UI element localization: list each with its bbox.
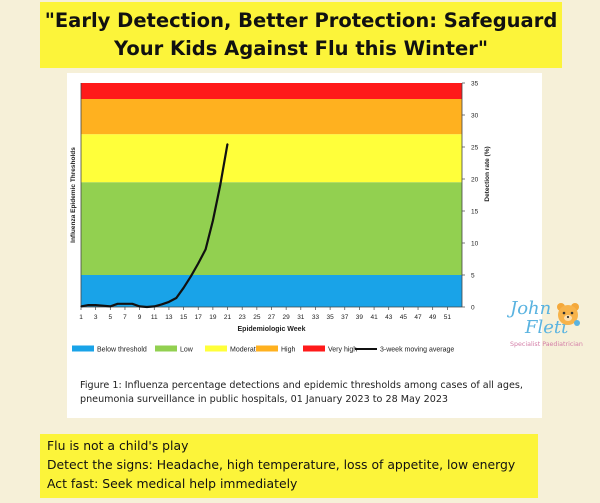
data-point — [219, 184, 221, 186]
x-tick-label: 39 — [356, 314, 364, 321]
y-tick-label: 10 — [471, 241, 479, 248]
x-axis-label: Epidemiologic Week — [238, 326, 306, 333]
data-point — [146, 306, 148, 308]
x-tick-label: 51 — [444, 314, 452, 321]
data-point — [168, 301, 170, 303]
x-tick-label: 5 — [108, 314, 112, 321]
headline-line-1: "Early Detection, Better Protection: Saf… — [44, 9, 558, 32]
x-tick-label: 47 — [414, 314, 422, 321]
advice-banner: Flu is not a child's play Detect the sig… — [40, 434, 538, 498]
x-tick-label: 9 — [138, 314, 142, 321]
data-point — [139, 305, 141, 307]
y-tick-label: 35 — [471, 81, 479, 88]
x-tick-label: 23 — [239, 314, 247, 321]
data-point — [204, 248, 207, 250]
x-tick-label: 1 — [79, 314, 83, 321]
legend-swatch — [72, 345, 94, 352]
legend-swatch — [155, 345, 177, 352]
figure-caption: Figure 1: Influenza percentage detection… — [80, 379, 535, 407]
x-tick-label: 45 — [400, 314, 408, 321]
data-point — [117, 303, 119, 305]
x-tick-label: 11 — [151, 314, 158, 321]
legend-label: High — [281, 347, 296, 354]
advice-line-3: Act fast: Seek medical help immediately — [47, 476, 298, 491]
john-flett-logo: John Flett Specialist Paediatrician — [503, 298, 595, 378]
y-tick-label: 30 — [471, 113, 479, 120]
logo-subtitle: Specialist Paediatrician — [510, 341, 583, 348]
data-point — [175, 297, 177, 299]
data-point — [95, 304, 97, 306]
x-tick-label: 33 — [312, 314, 320, 321]
x-tick-label: 15 — [180, 314, 188, 321]
x-tick-label: 43 — [385, 314, 393, 321]
threshold-band-moderate — [81, 134, 462, 183]
threshold-band-below-threshold — [81, 275, 462, 307]
caption-line-2: pneumonia surveillance in public hospita… — [80, 394, 449, 405]
legend-swatch — [256, 345, 278, 352]
x-tick-label: 7 — [123, 314, 127, 321]
data-point — [190, 275, 192, 277]
data-point — [87, 304, 89, 306]
data-point — [153, 305, 155, 307]
x-tick-label: 29 — [283, 314, 291, 321]
x-tick-label: 49 — [429, 314, 437, 321]
advice-line-2: Detect the signs: Headache, high tempera… — [47, 457, 516, 472]
legend-label: 3-week moving average — [380, 347, 454, 354]
threshold-band-very-high — [81, 83, 462, 99]
legend-label: Low — [180, 347, 194, 354]
x-tick-label: 13 — [165, 314, 173, 321]
headline-line-2: Your Kids Against Flu this Winter" — [113, 37, 488, 60]
x-tick-label: 35 — [326, 314, 334, 321]
data-point — [109, 305, 111, 307]
legend-swatch — [303, 345, 325, 352]
advice-line-1: Flu is not a child's play — [47, 438, 189, 453]
y-tick-label: 25 — [471, 145, 479, 152]
x-tick-label: 41 — [370, 314, 378, 321]
x-tick-label: 17 — [195, 314, 203, 321]
logo-last-name: Flett — [525, 317, 569, 338]
chart-card: 0 5 10 15 20 25 30 35 1 3 5 7 9 11 13 15 17 19 21 23 25 27 29 3… — [67, 73, 542, 418]
x-tick-label: 3 — [94, 314, 98, 321]
x-tick-label: 31 — [297, 314, 305, 321]
legend-label: Below threshold — [97, 347, 147, 354]
x-tick-label: 19 — [209, 314, 217, 321]
teddy-bear-icon — [557, 303, 580, 326]
legend-label: Very high — [328, 347, 357, 354]
data-point — [80, 305, 82, 307]
y-tick-label: 5 — [471, 273, 475, 280]
x-tick-label: 27 — [268, 314, 276, 321]
data-point — [226, 143, 229, 145]
y-axis-label-left: Influenza Epidemic Thresholds — [70, 147, 77, 243]
data-point — [102, 305, 104, 307]
y-tick-label: 0 — [471, 305, 475, 312]
x-tick-label: 21 — [224, 314, 232, 321]
caption-line-1: Figure 1: Influenza percentage detection… — [80, 380, 523, 391]
logo-first-name: John — [510, 298, 552, 319]
x-tick-label: 37 — [341, 314, 349, 321]
data-point — [131, 303, 133, 305]
data-point — [197, 262, 199, 265]
threshold-band-high — [81, 99, 462, 135]
data-point — [160, 303, 163, 306]
y-tick-label: 15 — [471, 209, 479, 216]
data-point — [182, 287, 185, 289]
x-tick-label: 25 — [253, 314, 261, 321]
y-tick-label: 20 — [471, 177, 479, 184]
y-axis-label-right: Detection rate (%) — [484, 146, 491, 201]
headline-banner: "Early Detection, Better Protection: Saf… — [40, 2, 562, 68]
legend-label: Moderate — [230, 347, 260, 354]
legend-swatch — [205, 345, 227, 352]
threshold-band-low — [81, 182, 462, 275]
data-point — [212, 220, 214, 222]
data-point — [124, 303, 126, 305]
